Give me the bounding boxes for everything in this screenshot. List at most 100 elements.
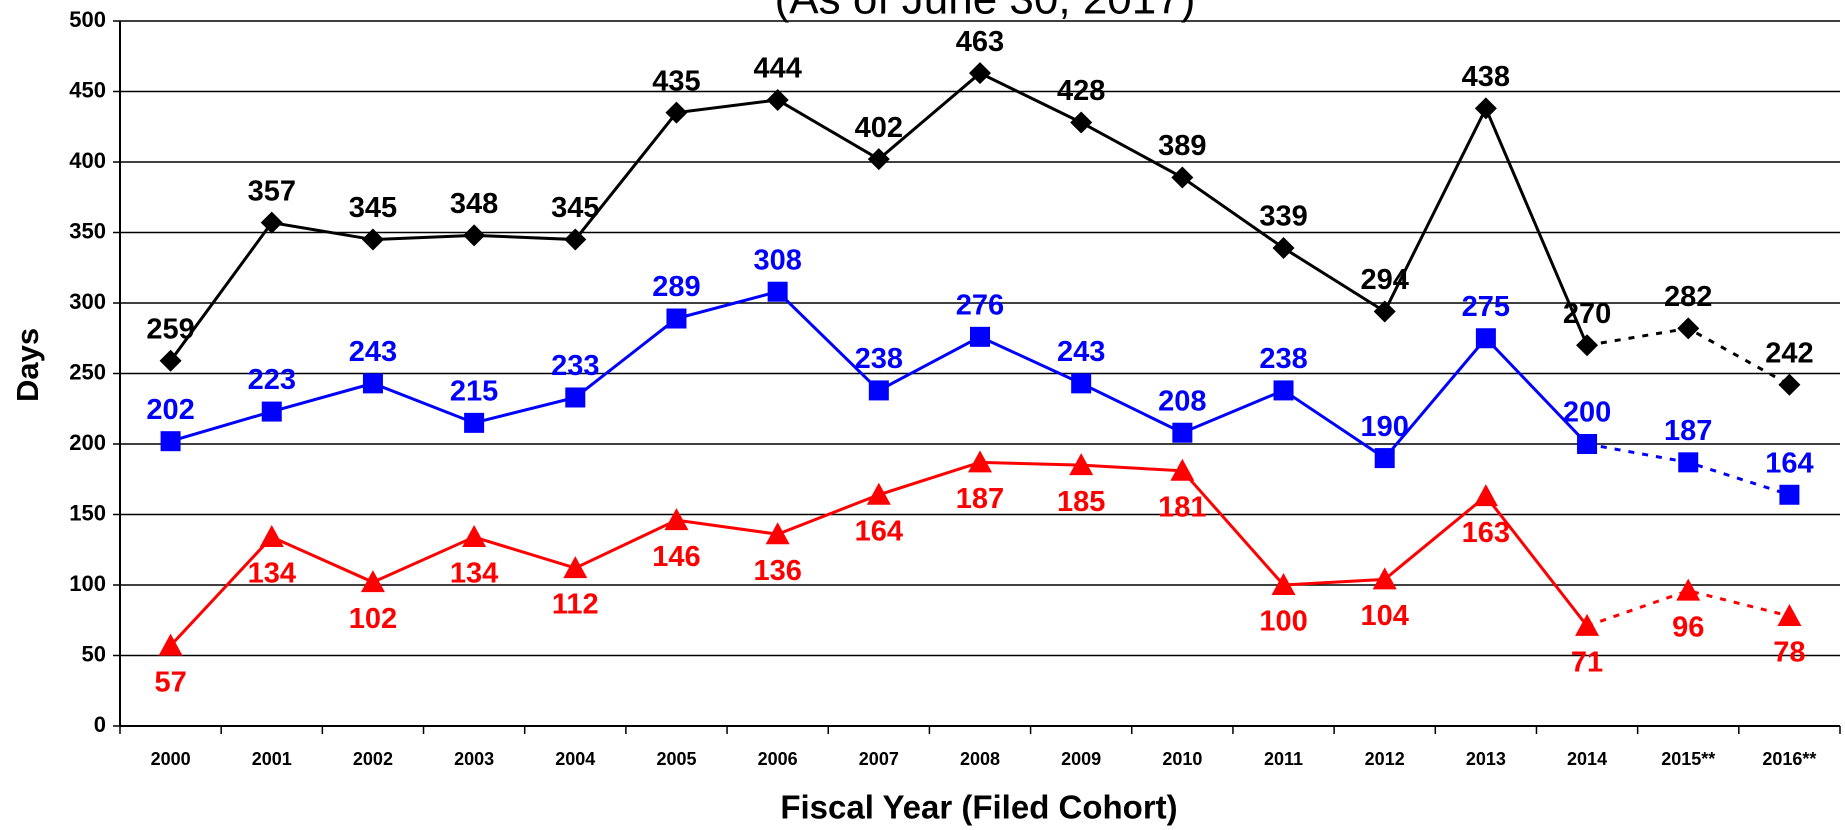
data-label: 435: [652, 65, 700, 97]
data-label: 78: [1773, 637, 1805, 669]
data-label: 202: [146, 394, 194, 426]
x-tick-label: 2010: [1162, 749, 1202, 769]
x-tick-label: 2013: [1466, 749, 1506, 769]
marker: [261, 401, 282, 422]
data-label: 238: [855, 343, 903, 375]
marker: [260, 211, 283, 234]
marker: [159, 349, 182, 372]
data-label: 134: [450, 558, 498, 590]
marker: [1778, 373, 1801, 396]
marker: [464, 412, 485, 433]
y-axis-title: Days: [10, 328, 45, 402]
y-tick-label: 150: [69, 500, 106, 525]
marker: [765, 522, 790, 545]
x-tick-label: 2014: [1567, 749, 1607, 769]
marker: [1575, 613, 1600, 636]
data-label: 134: [248, 558, 296, 590]
marker: [1070, 111, 1093, 134]
y-tick-label: 200: [69, 430, 106, 455]
data-label: 185: [1057, 486, 1105, 518]
marker: [664, 508, 689, 531]
marker: [1677, 317, 1700, 340]
data-label: 345: [349, 192, 397, 224]
x-axis-title: Fiscal Year (Filed Cohort): [780, 789, 1177, 826]
marker: [767, 281, 788, 302]
x-tick-label: 2004: [555, 749, 595, 769]
marker: [1374, 448, 1395, 469]
x-tick-label: 2002: [353, 749, 393, 769]
data-label: 233: [551, 350, 599, 382]
data-label: 463: [956, 26, 1004, 58]
x-tick-label: 2016**: [1762, 749, 1816, 769]
y-tick-label: 50: [82, 641, 106, 666]
data-label: 289: [652, 271, 700, 303]
marker: [1475, 328, 1496, 349]
marker: [1273, 380, 1294, 401]
marker: [766, 88, 789, 111]
data-label: 259: [146, 313, 194, 345]
data-label: 345: [551, 192, 599, 224]
marker: [969, 62, 991, 85]
marker: [1777, 604, 1802, 627]
data-label: 339: [1259, 201, 1307, 233]
data-label: 200: [1563, 397, 1611, 429]
data-label: 163: [1462, 517, 1510, 549]
marker: [463, 224, 486, 247]
data-label: 444: [753, 53, 801, 85]
marker: [1676, 578, 1701, 601]
x-tick-label: 2001: [252, 749, 292, 769]
marker: [1071, 373, 1092, 394]
y-tick-label: 250: [69, 359, 106, 384]
y-tick-label: 350: [69, 218, 106, 243]
data-label: 164: [1765, 447, 1813, 479]
y-tick-label: 500: [69, 7, 106, 32]
data-label: 146: [652, 541, 700, 573]
data-label: 428: [1057, 75, 1105, 107]
marker: [665, 101, 688, 124]
data-label: 294: [1361, 264, 1409, 296]
data-label: 243: [1057, 336, 1105, 368]
marker: [1372, 567, 1397, 590]
marker: [1172, 422, 1193, 443]
marker: [968, 450, 992, 473]
marker: [361, 228, 384, 251]
data-label: 308: [753, 244, 801, 276]
data-label: 102: [349, 603, 397, 635]
marker: [160, 431, 181, 452]
data-label: 242: [1765, 337, 1813, 369]
data-label: 136: [753, 555, 801, 587]
marker: [1272, 237, 1295, 260]
marker: [259, 525, 284, 548]
x-tick-label: 2006: [758, 749, 798, 769]
data-label: 438: [1462, 61, 1510, 93]
marker: [868, 380, 889, 401]
data-label: 164: [855, 515, 903, 547]
data-label: 243: [349, 336, 397, 368]
data-label: 104: [1361, 600, 1409, 632]
marker: [1170, 458, 1195, 481]
data-label: 57: [154, 666, 186, 698]
marker: [462, 525, 487, 548]
data-label: 348: [450, 188, 498, 220]
data-label: 270: [1563, 298, 1611, 330]
y-tick-label: 400: [69, 148, 106, 173]
data-label: 215: [450, 376, 498, 408]
data-label: 282: [1664, 281, 1712, 313]
marker: [1373, 300, 1396, 323]
marker: [158, 633, 183, 656]
x-tick-label: 2011: [1264, 749, 1303, 769]
x-tick-label: 2003: [454, 749, 494, 769]
data-label: 389: [1158, 130, 1206, 162]
x-tick-label: 2000: [151, 749, 191, 769]
marker: [565, 387, 586, 408]
data-label: 190: [1361, 411, 1409, 443]
marker: [1473, 484, 1498, 507]
x-tick-label: 2009: [1061, 749, 1101, 769]
data-label: 357: [248, 175, 296, 207]
data-label: 402: [855, 112, 903, 144]
marker: [1271, 573, 1296, 595]
marker: [1576, 334, 1599, 357]
marker: [563, 556, 588, 579]
data-label: 208: [1158, 385, 1206, 417]
